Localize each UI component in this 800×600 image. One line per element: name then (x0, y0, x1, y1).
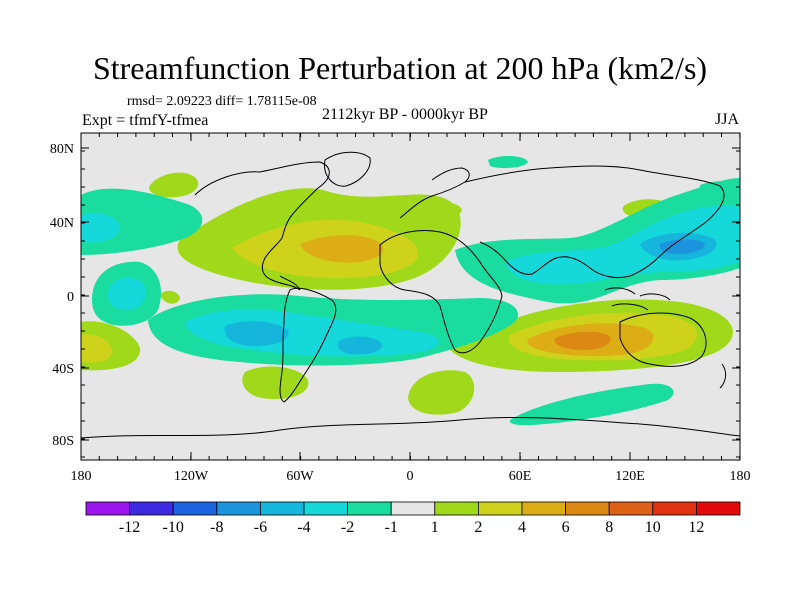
lat-tick-label: 0 (67, 290, 74, 305)
plot-title: Streamfunction Perturbation at 200 hPa (… (92, 50, 708, 86)
coastlines (81, 151, 740, 439)
colorbar-swatch (216, 501, 261, 516)
colorbar-swatch (390, 501, 436, 516)
colorbar-swatch (696, 501, 741, 516)
lat-tick-label: 40S (52, 362, 74, 377)
contour-positive-arctic-pacific (149, 172, 199, 198)
contour-negative-east-pacific-inner (107, 277, 146, 311)
colorbar-swatch (347, 501, 392, 516)
colorbar-swatch (521, 501, 566, 516)
colorbar-label: -12 (119, 519, 140, 536)
coast-asia (464, 165, 725, 279)
coast-australia (619, 312, 707, 367)
lon-tick-label: 60E (509, 469, 532, 484)
coast-antarctica (81, 416, 740, 439)
colorbar-label: 12 (688, 519, 704, 536)
contour-negative-arctic-east (700, 180, 740, 199)
colorbar-label: 4 (518, 519, 526, 536)
colorbar-label: -6 (254, 519, 267, 536)
contour-negative-asia-pacific-inner (505, 205, 740, 285)
contour-negative-southern-ocean (509, 383, 674, 426)
colorbar-swatch (434, 501, 479, 516)
contour-negative-asia-pacific-deep (659, 239, 706, 254)
coast-north-america (194, 161, 330, 291)
colorbar: -12 -10 -8 -6 -4 -2 -1 1 2 4 6 8 10 12 (85, 501, 741, 536)
colorbar-swatch (477, 501, 523, 516)
colorbar-swatch (608, 501, 654, 516)
contour-positive-north-atlantic-core (300, 235, 384, 263)
contour-field (81, 156, 740, 426)
contour-positive-south-ocean (408, 370, 475, 415)
coast-africa (379, 230, 503, 354)
period-label: 2112kyr BP - 0000kyr BP (322, 106, 488, 123)
lat-tick-label: 80S (52, 434, 74, 449)
lat-tick-label: 80N (50, 142, 74, 157)
lon-tick-label: 120E (615, 469, 645, 484)
colorbar-label: 10 (645, 519, 661, 536)
colorbar-label: 6 (562, 519, 570, 536)
colorbar-swatch (259, 501, 305, 516)
colorbar-label: -4 (297, 519, 310, 536)
contour-positive-south-indian-core (554, 331, 611, 350)
lon-tick-label: 180 (730, 469, 751, 484)
colorbar-label: -10 (163, 519, 184, 536)
colorbar-swatch (565, 501, 610, 516)
contour-negative-arctic (488, 156, 528, 169)
contour-negative-south-band-core (224, 321, 289, 346)
colorbar-label: -8 (210, 519, 223, 536)
coast-south-america (279, 287, 337, 403)
lon-tick-label: 0 (407, 469, 414, 484)
experiment-label: Expt = tfmfY-tfmea (82, 112, 209, 129)
contour-positive-sw-pacific-inner (81, 334, 112, 363)
lon-tick-label: 180 (71, 469, 92, 484)
colorbar-label: 1 (431, 519, 439, 536)
latitude-axis: 80N 40N 0 40S 80S (50, 132, 740, 458)
coast-new-zealand (719, 363, 727, 389)
colorbar-label: 2 (474, 519, 482, 536)
coast-indonesia (604, 287, 671, 311)
contour-negative-south-band-core-2 (337, 336, 383, 355)
colorbar-label: -1 (385, 519, 398, 536)
rmsd-stats: rmsd= 2.09223 diff= 1.78115e-08 (127, 94, 317, 109)
longitude-axis: 180 120W 60W 0 60E 120E 180 (71, 133, 751, 484)
contour-negative-north-pacific-west-inner (81, 213, 120, 243)
lon-tick-label: 60W (286, 469, 314, 484)
contour-positive-south-atlantic (242, 366, 309, 400)
lon-tick-label: 120W (174, 469, 209, 484)
season-label: JJA (715, 111, 740, 128)
colorbar-label: -2 (341, 519, 354, 536)
contour-positive-equator-pacific (160, 290, 180, 304)
colorbar-swatch (652, 501, 697, 516)
colorbar-swatch (129, 501, 174, 516)
colorbar-label: 8 (605, 519, 613, 536)
contour-positive-nw-pacific-2 (428, 202, 462, 220)
lat-tick-label: 40N (50, 216, 74, 231)
colorbar-swatch (303, 501, 348, 516)
colorbar-swatch (85, 501, 130, 516)
colorbar-swatch (172, 501, 218, 516)
coast-greenland (324, 151, 371, 187)
